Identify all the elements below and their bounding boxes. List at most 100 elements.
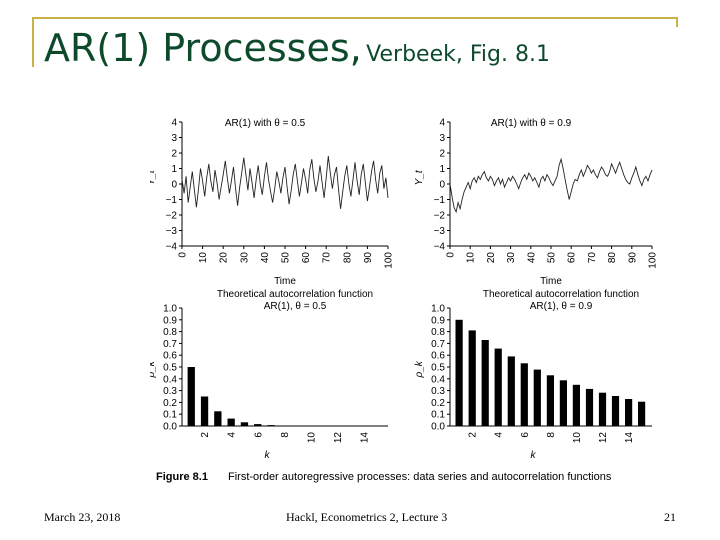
- chart-3-xtick-label: 14: [360, 432, 371, 444]
- chart-4-bar: [455, 319, 463, 426]
- chart-3-bar: [267, 425, 275, 426]
- page-number: 21: [664, 510, 676, 524]
- chart-1-ytick-label: −3: [166, 226, 178, 237]
- chart-1-xtick-label: 20: [219, 252, 230, 264]
- chart-1-ytick-label: 0: [171, 180, 177, 191]
- chart-3-ytick-label: 0.2: [163, 398, 177, 409]
- chart-4-bar: [611, 396, 620, 426]
- chart-2-ytick-label: 0: [439, 180, 445, 191]
- chart-3-bar: [240, 422, 249, 426]
- chart-1-xtick-label: 30: [239, 252, 250, 264]
- chart-4-ytick-label: 0.5: [431, 363, 445, 374]
- chart-4-bar: [520, 363, 528, 426]
- chart-2-xtick-label: 10: [466, 252, 477, 264]
- chart-2-xtick-label: 20: [486, 252, 497, 264]
- chart-2-ytick-label: 1: [439, 164, 445, 175]
- chart-4-bar: [572, 384, 580, 426]
- slide-title-main: AR(1) Processes,: [44, 26, 362, 70]
- chart-4-title-line2: AR(1), θ = 0.9: [530, 301, 593, 312]
- chart-3-xtick-label: 10: [306, 432, 317, 444]
- chart-2-xtick-label: 60: [567, 252, 578, 264]
- chart-4-bar: [533, 369, 541, 426]
- chart-3-ylabel: ρ_k: [150, 360, 157, 378]
- chart-1-ytick-label: 4: [171, 118, 177, 129]
- chart-4-bar: [585, 388, 594, 426]
- chart-2-xtick-label: 80: [607, 252, 618, 264]
- chart-3-title-line1: Theoretical autocorrelation function: [217, 289, 373, 300]
- chart-4-title-line1: Theoretical autocorrelation function: [483, 289, 639, 300]
- chart-4-xtick-label: 4: [494, 432, 505, 438]
- chart-1-ytick-label: 1: [171, 164, 177, 175]
- chart-1-title: AR(1) with θ = 0.5: [225, 118, 306, 129]
- chart-3-ytick-label: 0.7: [163, 339, 177, 350]
- chart-4-xtick-label: 14: [624, 432, 635, 444]
- chart-4-bar: [598, 392, 607, 426]
- chart-1-ytick-label: −4: [166, 242, 178, 253]
- chart-4-bar: [638, 401, 646, 426]
- chart-4-ytick-label: 0.0: [431, 422, 445, 433]
- chart-3-bar: [254, 424, 262, 426]
- chart-4-ytick-label: 0.8: [431, 327, 445, 338]
- footer-course: Hackl, Econometrics 2, Lecture 3: [286, 510, 448, 524]
- chart-1-xlabel: Time: [274, 276, 296, 287]
- chart-4-bar: [507, 356, 515, 426]
- chart-4-ytick-label: 0.7: [431, 339, 445, 350]
- chart-3-ytick-label: 0.1: [163, 410, 177, 421]
- chart-1-xtick-label: 80: [342, 252, 353, 264]
- chart-3-bar: [280, 425, 288, 426]
- chart-3-xtick-label: 2: [200, 432, 211, 438]
- chart-1-ytick-label: −2: [166, 211, 178, 222]
- chart-2-xlabel: Time: [540, 276, 562, 287]
- chart-3-bar: [227, 418, 235, 426]
- chart-2-xtick-label: 90: [627, 252, 638, 264]
- chart-1-ylabel: Y_t: [150, 169, 157, 185]
- chart-1-xtick-label: 0: [178, 252, 189, 258]
- chart-2-xtick-label: 0: [446, 252, 457, 258]
- chart-4-xtick-label: 6: [520, 432, 531, 438]
- chart-3-ytick-label: 0.6: [163, 351, 177, 362]
- chart-3-ytick-label: 0.0: [163, 422, 177, 433]
- chart-2-xtick-label: 100: [648, 252, 659, 269]
- chart-3-ytick-label: 1.0: [163, 304, 177, 315]
- chart-1-ytick-label: 2: [171, 149, 177, 160]
- chart-3-ytick-label: 0.4: [163, 374, 177, 385]
- chart-1-xtick-label: 40: [260, 252, 271, 264]
- chart-2-xtick-label: 40: [526, 252, 537, 264]
- chart-3-ytick-label: 0.3: [163, 386, 177, 397]
- figure-8-1: Figure 8.1 First-order autoregressive pr…: [150, 118, 659, 484]
- chart-1-xtick-label: 70: [322, 252, 333, 264]
- chart-4-xtick-label: 10: [572, 432, 583, 444]
- chart-3-bar: [187, 367, 195, 426]
- chart-4-bar: [481, 340, 489, 426]
- chart-1-xtick-label: 10: [198, 252, 209, 264]
- chart-1-xtick-label: 100: [384, 252, 395, 269]
- chart-3-xtick-label: 8: [280, 432, 291, 438]
- footer-date: March 23, 2018: [44, 510, 121, 524]
- chart-3-xtick-label: 6: [253, 432, 264, 438]
- chart-4-ytick-label: 0.1: [431, 410, 445, 421]
- chart-1-series-line: [181, 156, 389, 209]
- chart-4-xtick-label: 2: [468, 432, 479, 438]
- chart-2-ytick-label: 4: [439, 118, 445, 129]
- chart-4-bar: [559, 380, 567, 426]
- chart-2-ytick-label: 2: [439, 149, 445, 160]
- frame-top-line: [32, 17, 678, 19]
- chart-4-ytick-label: 0.6: [431, 351, 445, 362]
- chart-3-xtick-label: 12: [333, 432, 344, 444]
- figure-caption-label: Figure 8.1: [156, 471, 208, 483]
- chart-3-bar: [200, 396, 209, 426]
- chart-1-ytick-label: 3: [171, 133, 177, 144]
- chart-2-xtick-label: 50: [547, 252, 558, 264]
- chart-2-xtick-label: 30: [506, 252, 517, 264]
- chart-2-ytick-label: 3: [439, 133, 445, 144]
- chart-4-ylabel: ρ_k: [414, 360, 425, 378]
- chart-4-ytick-label: 0.4: [431, 374, 445, 385]
- chart-2-xtick-label: 70: [587, 252, 598, 264]
- chart-3-ytick-label: 0.5: [163, 363, 177, 374]
- chart-2-ytick-label: −3: [434, 226, 446, 237]
- chart-1-xtick-label: 60: [301, 252, 312, 264]
- chart-1-xtick-label: 50: [281, 252, 292, 264]
- chart-3-ytick-label: 0.9: [163, 315, 177, 326]
- frame-left-line: [32, 17, 34, 67]
- chart-4-xtick-label: 12: [598, 432, 609, 444]
